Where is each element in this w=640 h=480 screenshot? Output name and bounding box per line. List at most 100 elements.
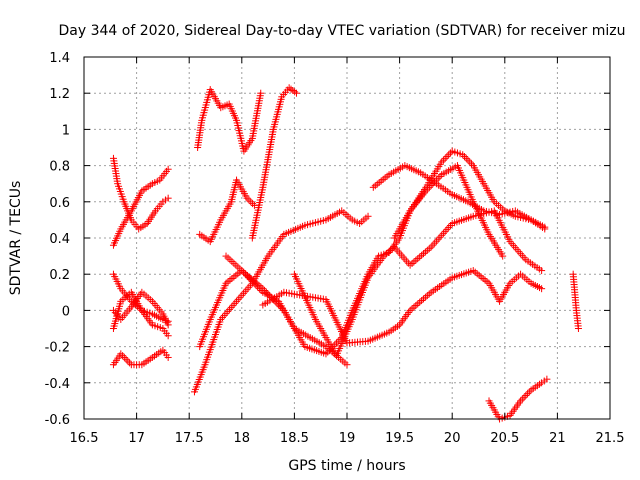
data-point bbox=[247, 198, 255, 206]
chart-title: Day 344 of 2020, Sidereal Day-to-day VTE… bbox=[59, 23, 626, 39]
data-point bbox=[418, 251, 426, 259]
data-point bbox=[423, 246, 431, 254]
data-point bbox=[164, 165, 172, 173]
data-point bbox=[421, 293, 429, 301]
x-tick-label: 21 bbox=[549, 431, 566, 446]
y-tick-label: 0.6 bbox=[49, 196, 70, 211]
data-point bbox=[322, 350, 330, 358]
data-point bbox=[257, 89, 265, 97]
data-point bbox=[164, 332, 172, 340]
data-point bbox=[332, 339, 340, 347]
series-arc-d bbox=[109, 288, 172, 329]
data-point bbox=[543, 375, 551, 383]
data-point bbox=[445, 151, 453, 159]
data-point bbox=[520, 393, 528, 401]
x-tick-label: 20 bbox=[444, 431, 461, 446]
x-tick-label: 17.5 bbox=[175, 431, 204, 446]
data-point bbox=[524, 390, 532, 398]
data-point bbox=[122, 355, 130, 363]
data-point bbox=[248, 277, 256, 285]
data-point bbox=[408, 305, 416, 313]
data-point bbox=[364, 212, 372, 220]
data-point bbox=[414, 255, 422, 263]
series-arc-g bbox=[194, 86, 265, 155]
data-point bbox=[254, 283, 262, 291]
data-point bbox=[243, 272, 251, 280]
y-tick-label: 0.8 bbox=[49, 160, 70, 175]
data-point bbox=[249, 200, 257, 208]
y-tick-label: -0.4 bbox=[45, 377, 70, 392]
data-point bbox=[438, 158, 446, 166]
series-arc-i bbox=[196, 176, 258, 246]
y-tick-label: 0.4 bbox=[49, 232, 70, 247]
series-arc-j bbox=[190, 207, 372, 396]
data-point bbox=[164, 321, 172, 329]
data-point bbox=[126, 359, 134, 367]
data-point bbox=[343, 361, 351, 369]
series-arc-q bbox=[485, 375, 551, 423]
series-arc-b bbox=[109, 165, 172, 249]
data-point bbox=[293, 89, 301, 97]
data-points bbox=[109, 84, 582, 423]
data-point bbox=[439, 156, 447, 164]
x-tick-label: 18 bbox=[234, 431, 251, 446]
data-point bbox=[245, 274, 253, 282]
data-point bbox=[459, 151, 467, 159]
data-point bbox=[522, 391, 530, 399]
data-point bbox=[252, 281, 260, 289]
data-point bbox=[446, 149, 454, 157]
data-point bbox=[517, 397, 525, 405]
series-arc-e bbox=[109, 288, 172, 340]
data-point bbox=[460, 153, 468, 161]
data-point bbox=[164, 194, 172, 202]
series-arc-l bbox=[222, 252, 351, 369]
data-point bbox=[250, 201, 258, 209]
data-point bbox=[467, 160, 475, 168]
data-point bbox=[525, 388, 533, 396]
data-point bbox=[574, 325, 582, 332]
data-point bbox=[541, 223, 549, 231]
x-tick-label: 19.5 bbox=[385, 431, 414, 446]
data-point bbox=[164, 353, 172, 361]
data-point bbox=[441, 154, 449, 162]
y-tick-label: 1.4 bbox=[49, 51, 70, 66]
data-point bbox=[117, 350, 125, 358]
data-point bbox=[257, 286, 265, 294]
data-point bbox=[414, 300, 422, 308]
data-point bbox=[436, 172, 444, 180]
data-point bbox=[421, 248, 429, 256]
y-tick-label: 1 bbox=[62, 123, 70, 138]
data-point bbox=[241, 270, 249, 278]
y-tick-label: 0 bbox=[62, 304, 70, 319]
y-axis: -0.6 -0.4 -0.2 0 0.2 0.4 0.6 0.8 1 1.2 1.4 bbox=[45, 51, 610, 428]
x-axis-label: GPS time / hours bbox=[288, 458, 405, 474]
series-arc-h bbox=[248, 84, 301, 242]
data-point bbox=[412, 301, 420, 309]
y-tick-label: 1.2 bbox=[49, 87, 70, 102]
data-point bbox=[538, 267, 546, 275]
data-point bbox=[416, 253, 424, 261]
data-point bbox=[119, 352, 127, 360]
y-tick-label: 0.2 bbox=[49, 268, 70, 283]
data-point bbox=[255, 285, 263, 293]
data-point bbox=[464, 156, 472, 164]
y-tick-label: -0.6 bbox=[45, 413, 70, 428]
x-tick-label: 20.5 bbox=[490, 431, 519, 446]
data-point bbox=[538, 285, 546, 293]
data-point bbox=[499, 252, 507, 260]
data-point bbox=[245, 196, 253, 204]
data-point bbox=[466, 158, 474, 166]
data-point bbox=[420, 250, 428, 258]
data-point bbox=[462, 154, 470, 162]
series-arc-m bbox=[259, 267, 546, 347]
data-point bbox=[416, 298, 424, 306]
series-arc-f bbox=[109, 346, 172, 369]
data-point bbox=[420, 295, 428, 303]
data-point bbox=[240, 268, 248, 276]
series-arc-p bbox=[390, 147, 549, 242]
data-point bbox=[425, 245, 433, 253]
data-point bbox=[250, 279, 258, 287]
data-point bbox=[124, 357, 132, 365]
data-point bbox=[418, 297, 426, 305]
